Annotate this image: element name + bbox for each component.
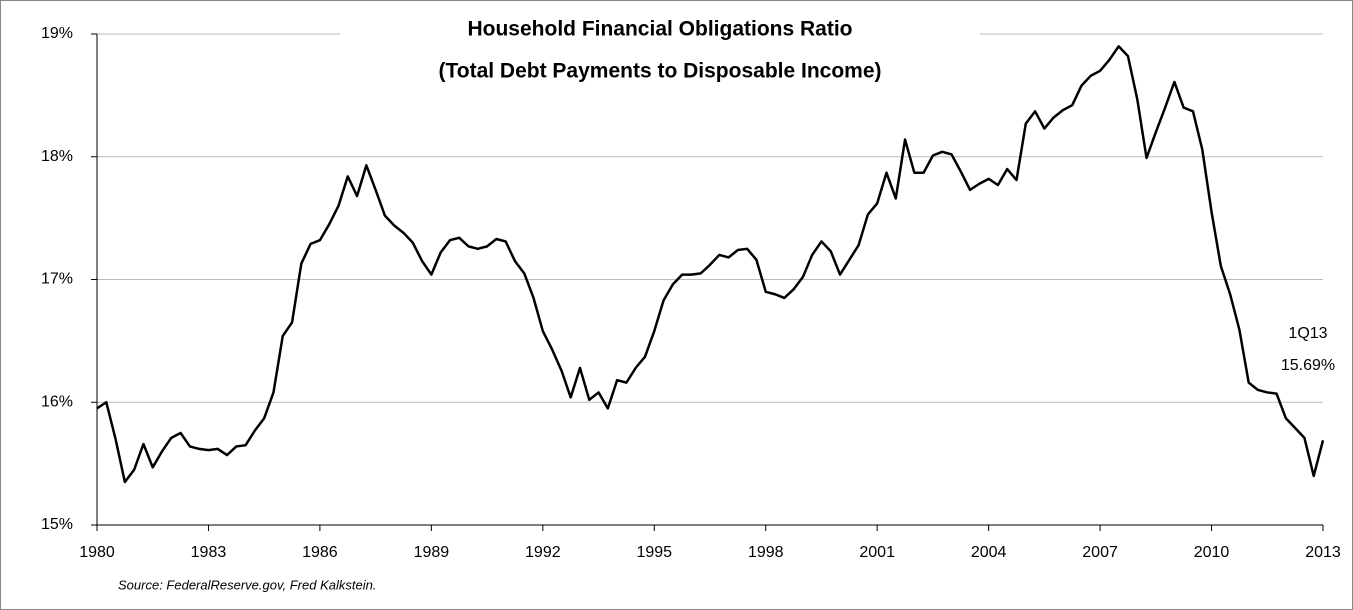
line [96,45,1325,484]
x-tick-label: 2004 [971,544,1007,561]
x-tick-label: 1995 [636,544,672,561]
x-tick-label: 2013 [1305,544,1341,561]
x-tick-label: 1983 [191,544,227,561]
x-tick-label: 2010 [1194,544,1230,561]
y-tick-label: 19% [41,25,73,42]
x-tick-label: 1989 [414,544,450,561]
annotation: 1Q13 [1288,325,1327,342]
x-tick-label: 1986 [302,544,338,561]
y-tick-label: 15% [41,516,73,533]
chart-title: Household Financial Obligations Ratio [467,18,852,41]
y-tick-label: 17% [41,271,73,288]
x-tick-label: 1980 [79,544,115,561]
y-tick-label: 18% [41,148,73,165]
x-tick-label: 1998 [748,544,784,561]
source: Source: FederalReserve.gov, Fred Kalkste… [118,577,376,592]
annotation: 15.69% [1281,357,1335,374]
x-tick-label: 2001 [859,544,895,561]
title-box [340,12,980,92]
x-tick-label: 1992 [525,544,561,561]
y-tick-label: 16% [41,393,73,410]
chart-subtitle: (Total Debt Payments to Disposable Incom… [438,60,881,83]
x-tick-label: 2007 [1082,544,1118,561]
